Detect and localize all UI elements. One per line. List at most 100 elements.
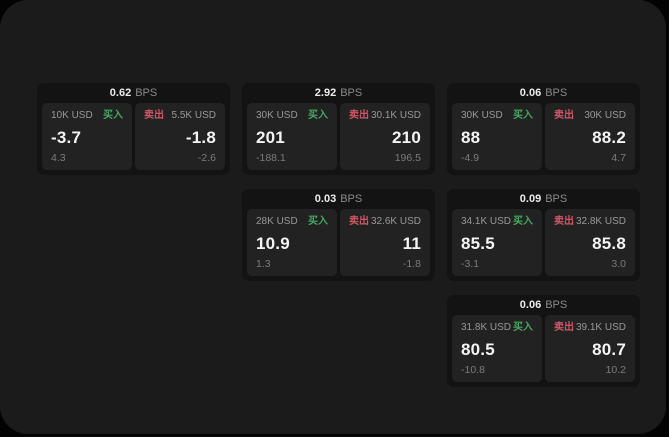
sell-delta: -1.8 — [402, 258, 421, 270]
buy-price: 201 — [256, 127, 285, 147]
buy-notional: 28K USD — [256, 216, 298, 227]
sell-quote-tile[interactable]: 卖出 30.1K USD 210 196.5 — [340, 103, 430, 170]
buy-price: 10.9 — [256, 233, 290, 253]
buy-quote-tile[interactable]: 28K USD 买入 10.9 1.3 — [247, 209, 337, 276]
buy-tile-header: 30K USD 买入 — [256, 110, 328, 122]
buy-side-label: 买入 — [103, 110, 123, 121]
sell-notional: 30K USD — [584, 110, 626, 121]
quote-card: 0.03 BPS 28K USD 买入 10.9 1.3 卖出 32.6K US… — [242, 189, 435, 281]
sell-tile-header: 卖出 30K USD — [554, 110, 626, 122]
quote-card-body: 30K USD 买入 201 -188.1 卖出 30.1K USD 210 1… — [247, 103, 430, 170]
buy-delta: 1.3 — [256, 258, 271, 270]
buy-side-label: 买入 — [513, 216, 533, 227]
sell-notional: 5.5K USD — [171, 110, 216, 121]
bps-value: 0.03 — [314, 193, 337, 205]
buy-price: 88 — [461, 127, 481, 147]
sell-delta: -2.6 — [197, 152, 216, 164]
sell-quote-tile[interactable]: 卖出 32.6K USD 11 -1.8 — [340, 209, 430, 276]
sell-delta: 196.5 — [394, 152, 421, 164]
quote-card: 2.92 BPS 30K USD 买入 201 -188.1 卖出 30.1K … — [242, 83, 435, 175]
sell-tile-header: 卖出 5.5K USD — [144, 110, 216, 122]
sell-quote-tile[interactable]: 卖出 5.5K USD -1.8 -2.6 — [135, 103, 225, 170]
quote-cards-grid: 0.62 BPS 10K USD 买入 -3.7 4.3 卖出 5.5K USD — [37, 83, 640, 387]
buy-quote-tile[interactable]: 31.8K USD 买入 80.5 -10.8 — [452, 315, 542, 382]
buy-price: 80.5 — [461, 339, 495, 359]
bps-header: 0.06 BPS — [452, 83, 635, 103]
bps-header: 0.03 BPS — [247, 189, 430, 209]
sell-quote-tile[interactable]: 卖出 39.1K USD 80.7 10.2 — [545, 315, 635, 382]
buy-delta: -4.9 — [461, 152, 480, 164]
sell-side-label: 卖出 — [349, 110, 369, 121]
bps-unit-label: BPS — [545, 87, 568, 99]
buy-side-label: 买入 — [308, 110, 328, 121]
sell-tile-header: 卖出 30.1K USD — [349, 110, 421, 122]
bps-header: 0.62 BPS — [42, 83, 225, 103]
sell-price: 210 — [392, 127, 421, 147]
buy-tile-header: 31.8K USD 买入 — [461, 322, 533, 334]
sell-price: 85.8 — [592, 233, 626, 253]
bps-unit-label: BPS — [135, 87, 158, 99]
bps-value: 0.06 — [519, 87, 542, 99]
sell-notional: 39.1K USD — [575, 322, 626, 333]
sell-side-label: 卖出 — [554, 216, 574, 227]
buy-tile-header: 30K USD 买入 — [461, 110, 533, 122]
sell-delta: 10.2 — [605, 364, 626, 376]
buy-notional: 34.1K USD — [461, 216, 512, 227]
buy-quote-tile[interactable]: 30K USD 买入 201 -188.1 — [247, 103, 337, 170]
sell-side-label: 卖出 — [349, 216, 369, 227]
bps-unit-label: BPS — [545, 193, 568, 205]
bps-header: 0.09 BPS — [452, 189, 635, 209]
quote-card-body: 10K USD 买入 -3.7 4.3 卖出 5.5K USD -1.8 -2.… — [42, 103, 225, 170]
quote-card: 0.09 BPS 34.1K USD 买入 85.5 -3.1 卖出 32.8K… — [447, 189, 640, 281]
sell-price: -1.8 — [185, 127, 216, 147]
buy-price: -3.7 — [51, 127, 82, 147]
bps-unit-label: BPS — [545, 299, 568, 311]
bps-value: 2.92 — [314, 87, 337, 99]
bps-value: 0.62 — [109, 87, 132, 99]
buy-notional: 30K USD — [461, 110, 503, 121]
sell-quote-tile[interactable]: 卖出 32.8K USD 85.8 3.0 — [545, 209, 635, 276]
quote-card-body: 31.8K USD 买入 80.5 -10.8 卖出 39.1K USD 80.… — [452, 315, 635, 382]
buy-tile-header: 28K USD 买入 — [256, 216, 328, 228]
sell-notional: 30.1K USD — [370, 110, 421, 121]
sell-price: 11 — [402, 233, 421, 253]
sell-quote-tile[interactable]: 卖出 30K USD 88.2 4.7 — [545, 103, 635, 170]
quote-card-body: 34.1K USD 买入 85.5 -3.1 卖出 32.8K USD 85.8… — [452, 209, 635, 276]
buy-quote-tile[interactable]: 30K USD 买入 88 -4.9 — [452, 103, 542, 170]
sell-notional: 32.6K USD — [370, 216, 421, 227]
buy-tile-header: 34.1K USD 买入 — [461, 216, 533, 228]
bps-header: 0.06 BPS — [452, 295, 635, 315]
sell-price: 80.7 — [592, 339, 626, 359]
sell-delta: 3.0 — [611, 258, 626, 270]
sell-tile-header: 卖出 39.1K USD — [554, 322, 626, 334]
sell-side-label: 卖出 — [554, 110, 574, 121]
quote-card: 0.06 BPS 31.8K USD 买入 80.5 -10.8 卖出 39.1… — [447, 295, 640, 387]
sell-tile-header: 卖出 32.8K USD — [554, 216, 626, 228]
buy-quote-tile[interactable]: 10K USD 买入 -3.7 4.3 — [42, 103, 132, 170]
sell-delta: 4.7 — [611, 152, 626, 164]
bps-unit-label: BPS — [340, 193, 363, 205]
bps-header: 2.92 BPS — [247, 83, 430, 103]
sell-side-label: 卖出 — [144, 110, 164, 121]
buy-delta: -3.1 — [461, 258, 480, 270]
buy-notional: 30K USD — [256, 110, 298, 121]
buy-tile-header: 10K USD 买入 — [51, 110, 123, 122]
sell-price: 88.2 — [592, 127, 626, 147]
buy-delta: -188.1 — [256, 152, 286, 164]
buy-side-label: 买入 — [308, 216, 328, 227]
quote-card: 0.62 BPS 10K USD 买入 -3.7 4.3 卖出 5.5K USD — [37, 83, 230, 175]
quote-card-body: 30K USD 买入 88 -4.9 卖出 30K USD 88.2 4.7 — [452, 103, 635, 170]
buy-delta: -10.8 — [461, 364, 485, 376]
buy-quote-tile[interactable]: 34.1K USD 买入 85.5 -3.1 — [452, 209, 542, 276]
sell-tile-header: 卖出 32.6K USD — [349, 216, 421, 228]
buy-notional: 10K USD — [51, 110, 93, 121]
bps-value: 0.06 — [519, 299, 542, 311]
buy-delta: 4.3 — [51, 152, 66, 164]
bps-value: 0.09 — [519, 193, 542, 205]
sell-notional: 32.8K USD — [575, 216, 626, 227]
sell-side-label: 卖出 — [554, 322, 574, 333]
buy-notional: 31.8K USD — [461, 322, 512, 333]
quote-card: 0.06 BPS 30K USD 买入 88 -4.9 卖出 30K USD — [447, 83, 640, 175]
quote-card-body: 28K USD 买入 10.9 1.3 卖出 32.6K USD 11 -1.8 — [247, 209, 430, 276]
